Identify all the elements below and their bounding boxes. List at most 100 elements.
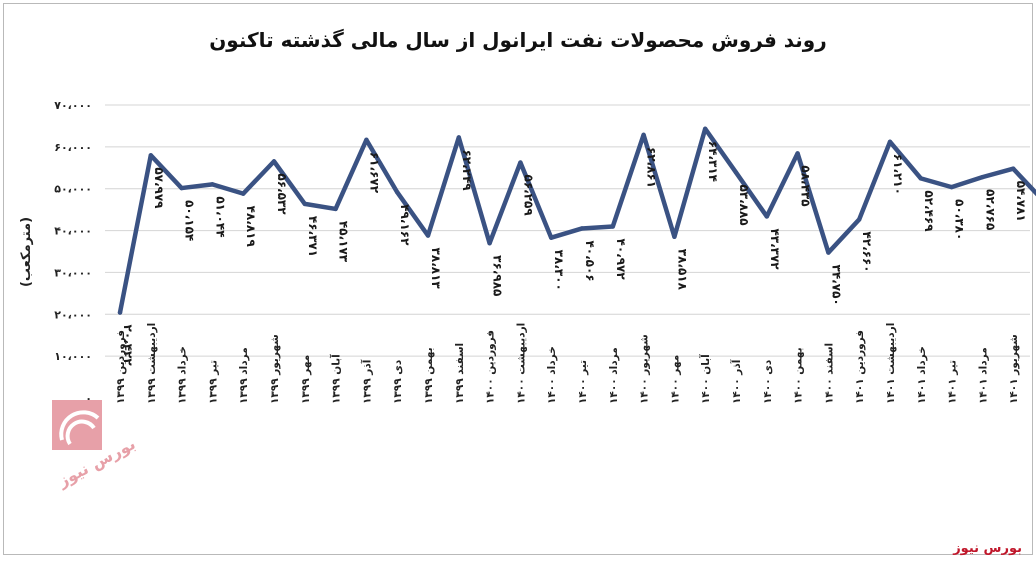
data-label: ۶۲،۸۶۱ xyxy=(645,147,659,188)
data-label: ۵۰،۳۸۰ xyxy=(953,199,967,240)
x-tick-label: تیر ۱۳۹۹ xyxy=(207,360,219,404)
data-point xyxy=(610,224,615,229)
data-point xyxy=(148,153,153,158)
x-tick-label: شهریور ۱۳۹۹ xyxy=(269,334,281,404)
data-label: ۵۳،۸۸۵ xyxy=(737,184,751,225)
data-point xyxy=(641,132,646,138)
data-label: ۴۹،۱۶۲ xyxy=(398,204,412,246)
data-label: ۴۲،۶۶۰ xyxy=(860,231,874,272)
y-tick-label: ۱۰،۰۰۰ xyxy=(54,350,92,363)
x-tick-label: فروردین ۱۴۰۰ xyxy=(485,330,497,404)
data-point xyxy=(518,160,523,165)
data-label: ۴۰،۹۷۲ xyxy=(614,239,628,281)
data-label: ۴۸،۸۱۹ xyxy=(244,206,258,248)
y-tick-label: ۳۰،۰۰۰ xyxy=(54,266,92,279)
data-label: ۵۸،۴۳۵ xyxy=(799,165,813,206)
data-point xyxy=(795,151,800,156)
data-label: ۶۱،۲۱۰ xyxy=(891,154,905,195)
data-label: ۵۲،۷۶۵ xyxy=(983,189,997,230)
watermark-logo: بورس نیوز xyxy=(52,400,138,491)
data-point xyxy=(333,206,338,212)
y-tick-label: ۰ xyxy=(85,392,92,405)
data-label: ۶۱،۶۷۲ xyxy=(367,152,381,194)
data-label: ۵۶،۲۵۹ xyxy=(521,175,535,217)
data-point xyxy=(857,217,862,222)
data-point xyxy=(918,176,923,181)
series-line-group xyxy=(117,126,1036,315)
data-point xyxy=(703,126,708,131)
chart-title: روند فروش محصولات نفت ایرانول از سال مال… xyxy=(209,28,827,52)
data-point xyxy=(395,190,400,195)
data-point xyxy=(980,174,985,180)
data-point xyxy=(487,240,492,246)
chart-frame xyxy=(3,3,1033,555)
y-tick-label: ۴۰،۰۰۰ xyxy=(54,225,92,238)
data-label: ۵۲،۴۶۹ xyxy=(922,190,936,232)
x-tick-label: شهریور ۱۴۰۱ xyxy=(1008,334,1020,404)
x-tick-label: بهمن ۱۳۹۹ xyxy=(423,347,435,404)
data-label: ۴۵،۱۷۳ xyxy=(337,221,351,263)
x-tick-label: مرداد ۱۴۰۱ xyxy=(977,347,989,404)
y-tick-label: ۶۰،۰۰۰ xyxy=(54,141,92,154)
x-tick-label: اسفند ۱۳۹۹ xyxy=(454,343,466,404)
data-label: ۵۰،۱۵۴ xyxy=(183,200,197,241)
data-label: ۴۰،۵۰۶ xyxy=(583,240,597,281)
x-tick-label: دی ۱۴۰۰ xyxy=(762,359,774,404)
data-point xyxy=(733,170,739,175)
data-label: ۵۱،۰۴۴ xyxy=(213,196,227,237)
data-point xyxy=(117,310,123,315)
data-label: ۳۸،۵۱۸ xyxy=(675,249,689,291)
watermark-logo-mark xyxy=(52,400,102,450)
data-point xyxy=(179,185,184,191)
data-point xyxy=(549,235,554,240)
x-tick-label: مرداد ۱۴۰۰ xyxy=(608,347,620,404)
watermark-arc xyxy=(59,410,100,441)
y-tick-label: ۷۰،۰۰۰ xyxy=(54,99,92,112)
data-point xyxy=(456,135,461,140)
x-tick-label: دی ۱۳۹۹ xyxy=(392,359,404,404)
x-tick-label: مهر ۱۴۰۰ xyxy=(669,355,681,404)
x-tick-label: آذر ۱۳۹۹ xyxy=(360,359,373,404)
x-tick-label: فروردین ۱۴۰۱ xyxy=(854,330,866,404)
data-label: ۳۸،۸۱۳ xyxy=(429,248,443,290)
watermark-arc xyxy=(65,419,96,446)
x-tick-label: اردیبهشت ۱۳۹۹ xyxy=(146,323,158,404)
data-label: ۵۴،۷۸۱ xyxy=(1014,181,1028,222)
data-point xyxy=(271,159,277,164)
data-label: ۵۷،۹۷۹ xyxy=(152,167,166,209)
x-tick-label: شهریور ۱۴۰۰ xyxy=(639,334,651,404)
x-tick-label: مهر ۱۳۹۹ xyxy=(300,355,312,404)
y-axis-label: (مترمکعب) xyxy=(19,217,34,287)
data-point xyxy=(672,234,677,239)
data-point xyxy=(826,250,831,255)
data-label: ۴۶،۳۷۱ xyxy=(306,216,320,257)
data-point xyxy=(579,226,585,231)
data-point xyxy=(241,191,246,196)
data-point xyxy=(210,182,215,187)
source-label: بورس نیوز xyxy=(953,541,1022,556)
x-tick-label: اردیبهشت ۱۴۰۰ xyxy=(515,323,527,404)
data-point xyxy=(887,139,893,144)
x-tick-label: خرداد ۱۳۹۹ xyxy=(177,346,189,404)
data-point xyxy=(764,214,769,219)
x-tick-label: خرداد ۱۴۰۰ xyxy=(546,346,558,404)
data-point xyxy=(364,137,369,143)
x-tick-label: آذر ۱۴۰۰ xyxy=(730,359,743,404)
data-label: ۶۲،۲۴۹ xyxy=(460,149,474,191)
y-tick-label: ۲۰،۰۰۰ xyxy=(54,308,92,321)
data-label: ۳۶،۹۸۵ xyxy=(491,255,505,296)
x-tick-label: اردیبهشت ۱۴۰۱ xyxy=(885,323,897,404)
x-tick-label: آبان ۱۴۰۰ xyxy=(699,354,712,404)
x-tick-label: آبان ۱۳۹۹ xyxy=(330,354,343,404)
x-tick-label: تیر ۱۴۰۰ xyxy=(577,360,589,404)
data-label: ۲۰،۴۲۲ xyxy=(121,325,135,367)
data-point xyxy=(302,201,307,207)
data-label: ۳۴،۷۵۰ xyxy=(829,265,843,306)
data-point xyxy=(425,233,431,238)
x-tick-label: اسفند ۱۴۰۰ xyxy=(823,343,835,404)
y-tick-labels: ۰ ۱۰،۰۰۰ ۲۰،۰۰۰ ۳۰،۰۰۰ ۴۰،۰۰۰ ۵۰،۰۰۰ ۶۰،۰۰۰ ۷۰،… xyxy=(54,99,92,405)
x-tick-labels: فروردین ۱۳۹۹ اردیبهشت ۱۳۹۹ خرداد ۱۳۹۹ تیر ۱… xyxy=(115,323,1020,404)
data-label: ۵۶،۵۳۲ xyxy=(275,173,289,215)
data-label: ۶۴،۳۱۴ xyxy=(706,141,720,182)
